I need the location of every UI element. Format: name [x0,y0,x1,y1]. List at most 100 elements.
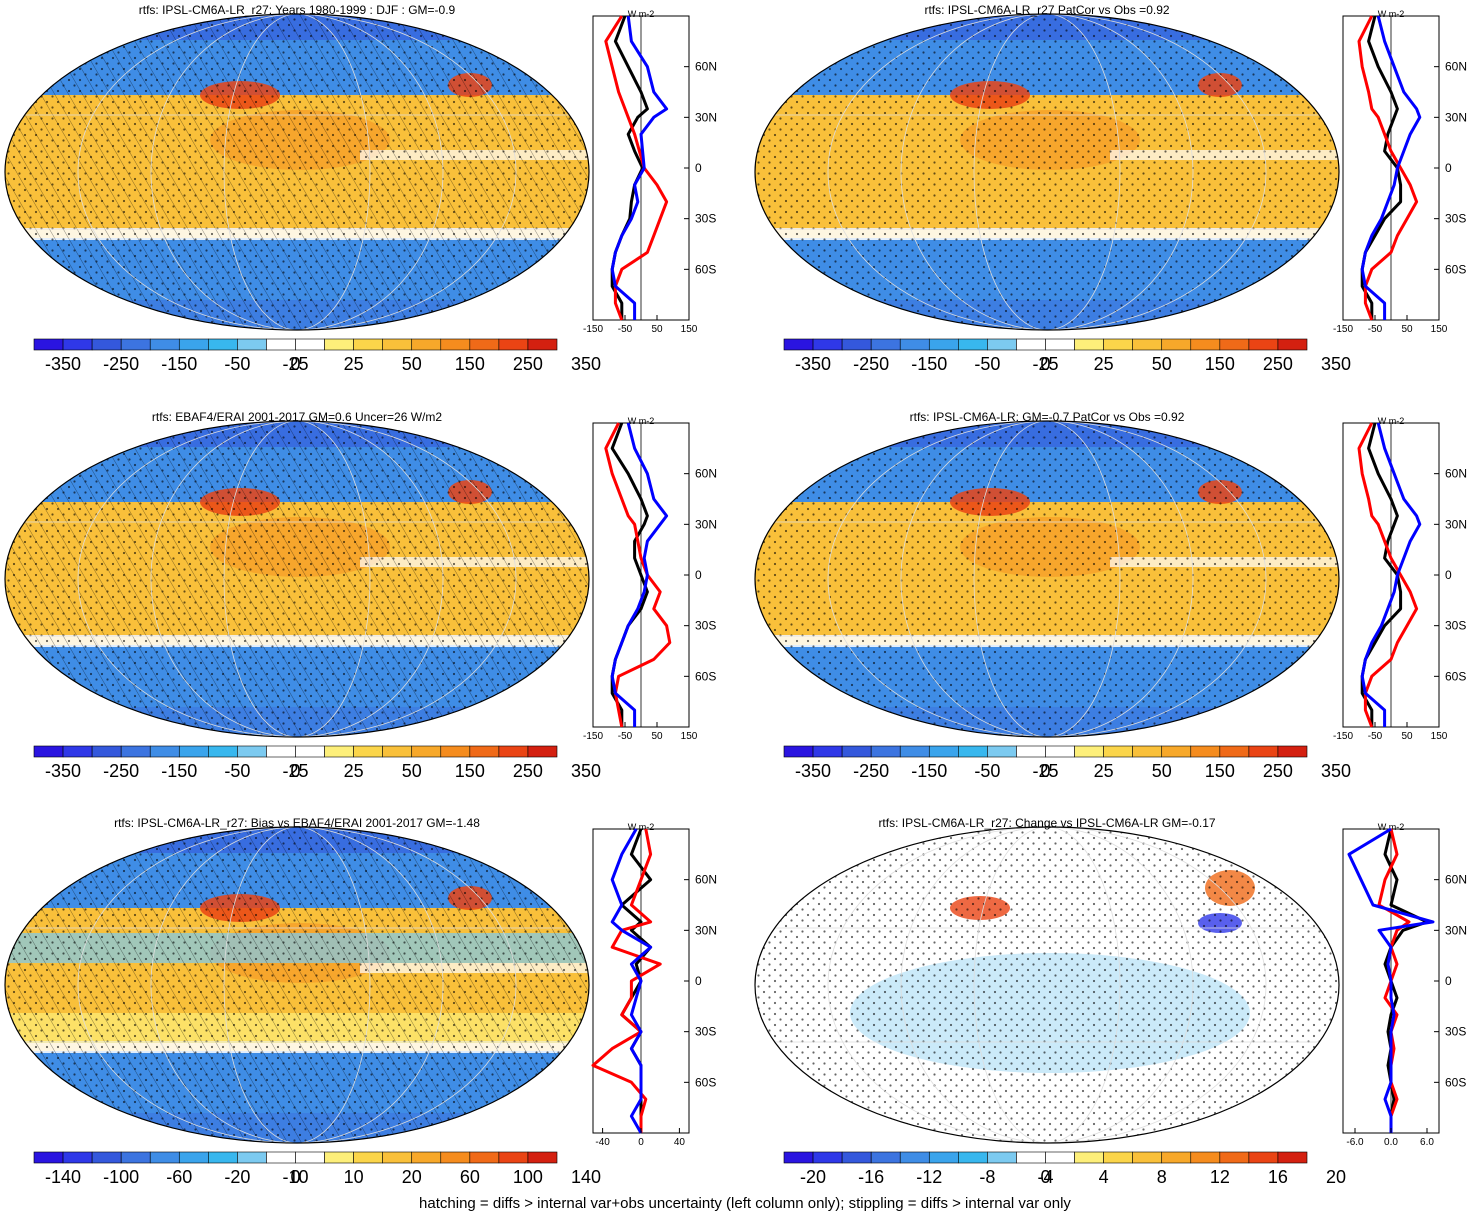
zonal-xtick: -50 [1368,731,1383,742]
colorbar-swatch [783,338,814,351]
colorbar-swatch [237,338,267,351]
panel-middle-right: rtfs: IPSL-CM6A-LR: GM=-0.7 PatCor vs Ob… [754,410,1467,781]
zonal-ytick: 60S [695,262,716,276]
zonal-xtick: 0 [638,1137,644,1148]
zonal-line-blue [610,15,669,320]
panel-bottom-right: rtfs: IPSL-CM6A-LR_r27: Change vs IPSL-C… [754,816,1467,1187]
map-border [4,13,590,331]
colorbar-label: -10 [282,1167,308,1187]
colorbar-label: -350 [795,354,831,374]
zonal-xtick: -6.0 [1346,1137,1364,1148]
colorbar-label: 50 [1152,761,1172,781]
colorbar-label: 250 [1263,761,1293,781]
zonal-ytick: 30S [695,619,716,633]
colorbar-swatch [295,745,325,758]
colorbar-swatch [1190,338,1221,351]
colorbar-swatch [1277,338,1308,351]
zonal-ytick: 30S [695,1025,716,1039]
colorbar-swatch [440,338,471,351]
zonal-ytick: 30N [1445,110,1467,124]
colorbar-label: 0 [290,1167,300,1187]
zonal-line-red [1357,15,1419,321]
colorbar-label: 150 [1205,761,1235,781]
colorbar-label: -20 [800,1167,826,1187]
zonal-ytick: 30N [695,923,717,937]
zonal-ytick: 60N [1445,60,1467,74]
zonal-ytick: 0 [695,568,702,582]
colorbar-swatch [527,1151,558,1164]
colorbar-label: -50 [224,354,250,374]
colorbar-swatch [870,745,901,758]
colorbar-swatch [958,745,988,758]
colorbar-label: -250 [853,354,889,374]
zonal-line-red [1377,828,1411,1133]
colorbar-swatch [1045,338,1075,351]
zonal-ytick: 0 [1445,161,1452,175]
panel-top-right: rtfs: IPSL-CM6A-LR_r27 PatCor vs Obs =0.… [754,3,1467,374]
colorbar-swatch [899,745,930,758]
colorbar-swatch [1277,1151,1308,1164]
colorbar-label: -150 [911,354,947,374]
colorbar-swatch [411,1151,442,1164]
colorbar-swatch [33,338,64,351]
colorbar-label: 250 [1263,354,1293,374]
zonal-line-blue [610,828,653,1134]
zonal-line-red [1357,422,1419,728]
zonal-xtick: -40 [595,1137,610,1148]
colorbar: -350 -250 -150 -50 -250 25 50 150 250 350 [783,745,1351,781]
colorbar-label: -140 [45,1167,81,1187]
zonal-ytick: 30N [1445,923,1467,937]
map [755,827,1339,1143]
colorbar-swatch [353,1151,383,1164]
colorbar-label: -100 [103,1167,139,1187]
colorbar-swatch [353,338,383,351]
zonal-ytick: 60N [1445,873,1467,887]
colorbar-label: -25 [1032,761,1058,781]
zonal-xtick: -150 [1333,324,1353,335]
colorbar-swatch [149,338,180,351]
colorbar-label: -8 [979,1167,995,1187]
zonal-ytick: 0 [695,974,702,988]
colorbar-swatch [527,338,558,351]
zonal-ytick: 30N [695,110,717,124]
colorbar-swatch [91,1151,122,1164]
colorbar-label: 100 [513,1167,543,1187]
colorbar-label: 8 [1157,1167,1167,1187]
colorbar-swatch [1132,745,1163,758]
colorbar-swatch [1132,338,1163,351]
colorbar-swatch [1132,1151,1163,1164]
colorbar-swatch [987,338,1017,351]
zonal-mean-plot: W m-2 -6.0 0.0 6.0 60N 30N 0 30S 60S [1342,822,1467,1148]
colorbar-swatch [149,745,180,758]
zonal-mean-plot: W m-2 -40 0 40 60N 30N 0 30S 60S [591,822,717,1148]
colorbar-label: 150 [455,354,485,374]
colorbar-swatch [928,745,959,758]
colorbar-swatch [469,745,500,758]
colorbar-label: 0 [1040,1167,1050,1187]
colorbar-swatch [208,338,238,351]
colorbar-label: -250 [103,761,139,781]
colorbar-swatch [178,338,209,351]
colorbar-label: -250 [103,354,139,374]
colorbar-swatch [295,1151,325,1164]
panel-title: rtfs: IPSL-CM6A-LR_r27: Bias vs EBAF4/ER… [114,816,480,830]
colorbar-swatch [324,745,354,758]
colorbar-label: -150 [911,761,947,781]
colorbar-swatch [1161,1151,1192,1164]
colorbar-label: 0 [290,354,300,374]
zonal-line-blue [1347,827,1435,1133]
colorbar-swatch [1103,745,1133,758]
colorbar-swatch [266,1151,296,1164]
colorbar-label: 60 [460,1167,480,1187]
zonal-line-red [604,15,669,321]
colorbar-label: 350 [1321,761,1351,781]
zonal-line-red [604,422,672,728]
zonal-xtick: -150 [583,731,603,742]
colorbar: -140 -100 -60 -20 -100 10 20 60 100 140 [33,1151,601,1187]
colorbar-label: -350 [45,354,81,374]
zonal-ytick: 30S [1445,619,1466,633]
colorbar-label: -350 [795,761,831,781]
colorbar-swatch [498,1151,529,1164]
colorbar-swatch [120,1151,151,1164]
colorbar-label: -50 [974,354,1000,374]
